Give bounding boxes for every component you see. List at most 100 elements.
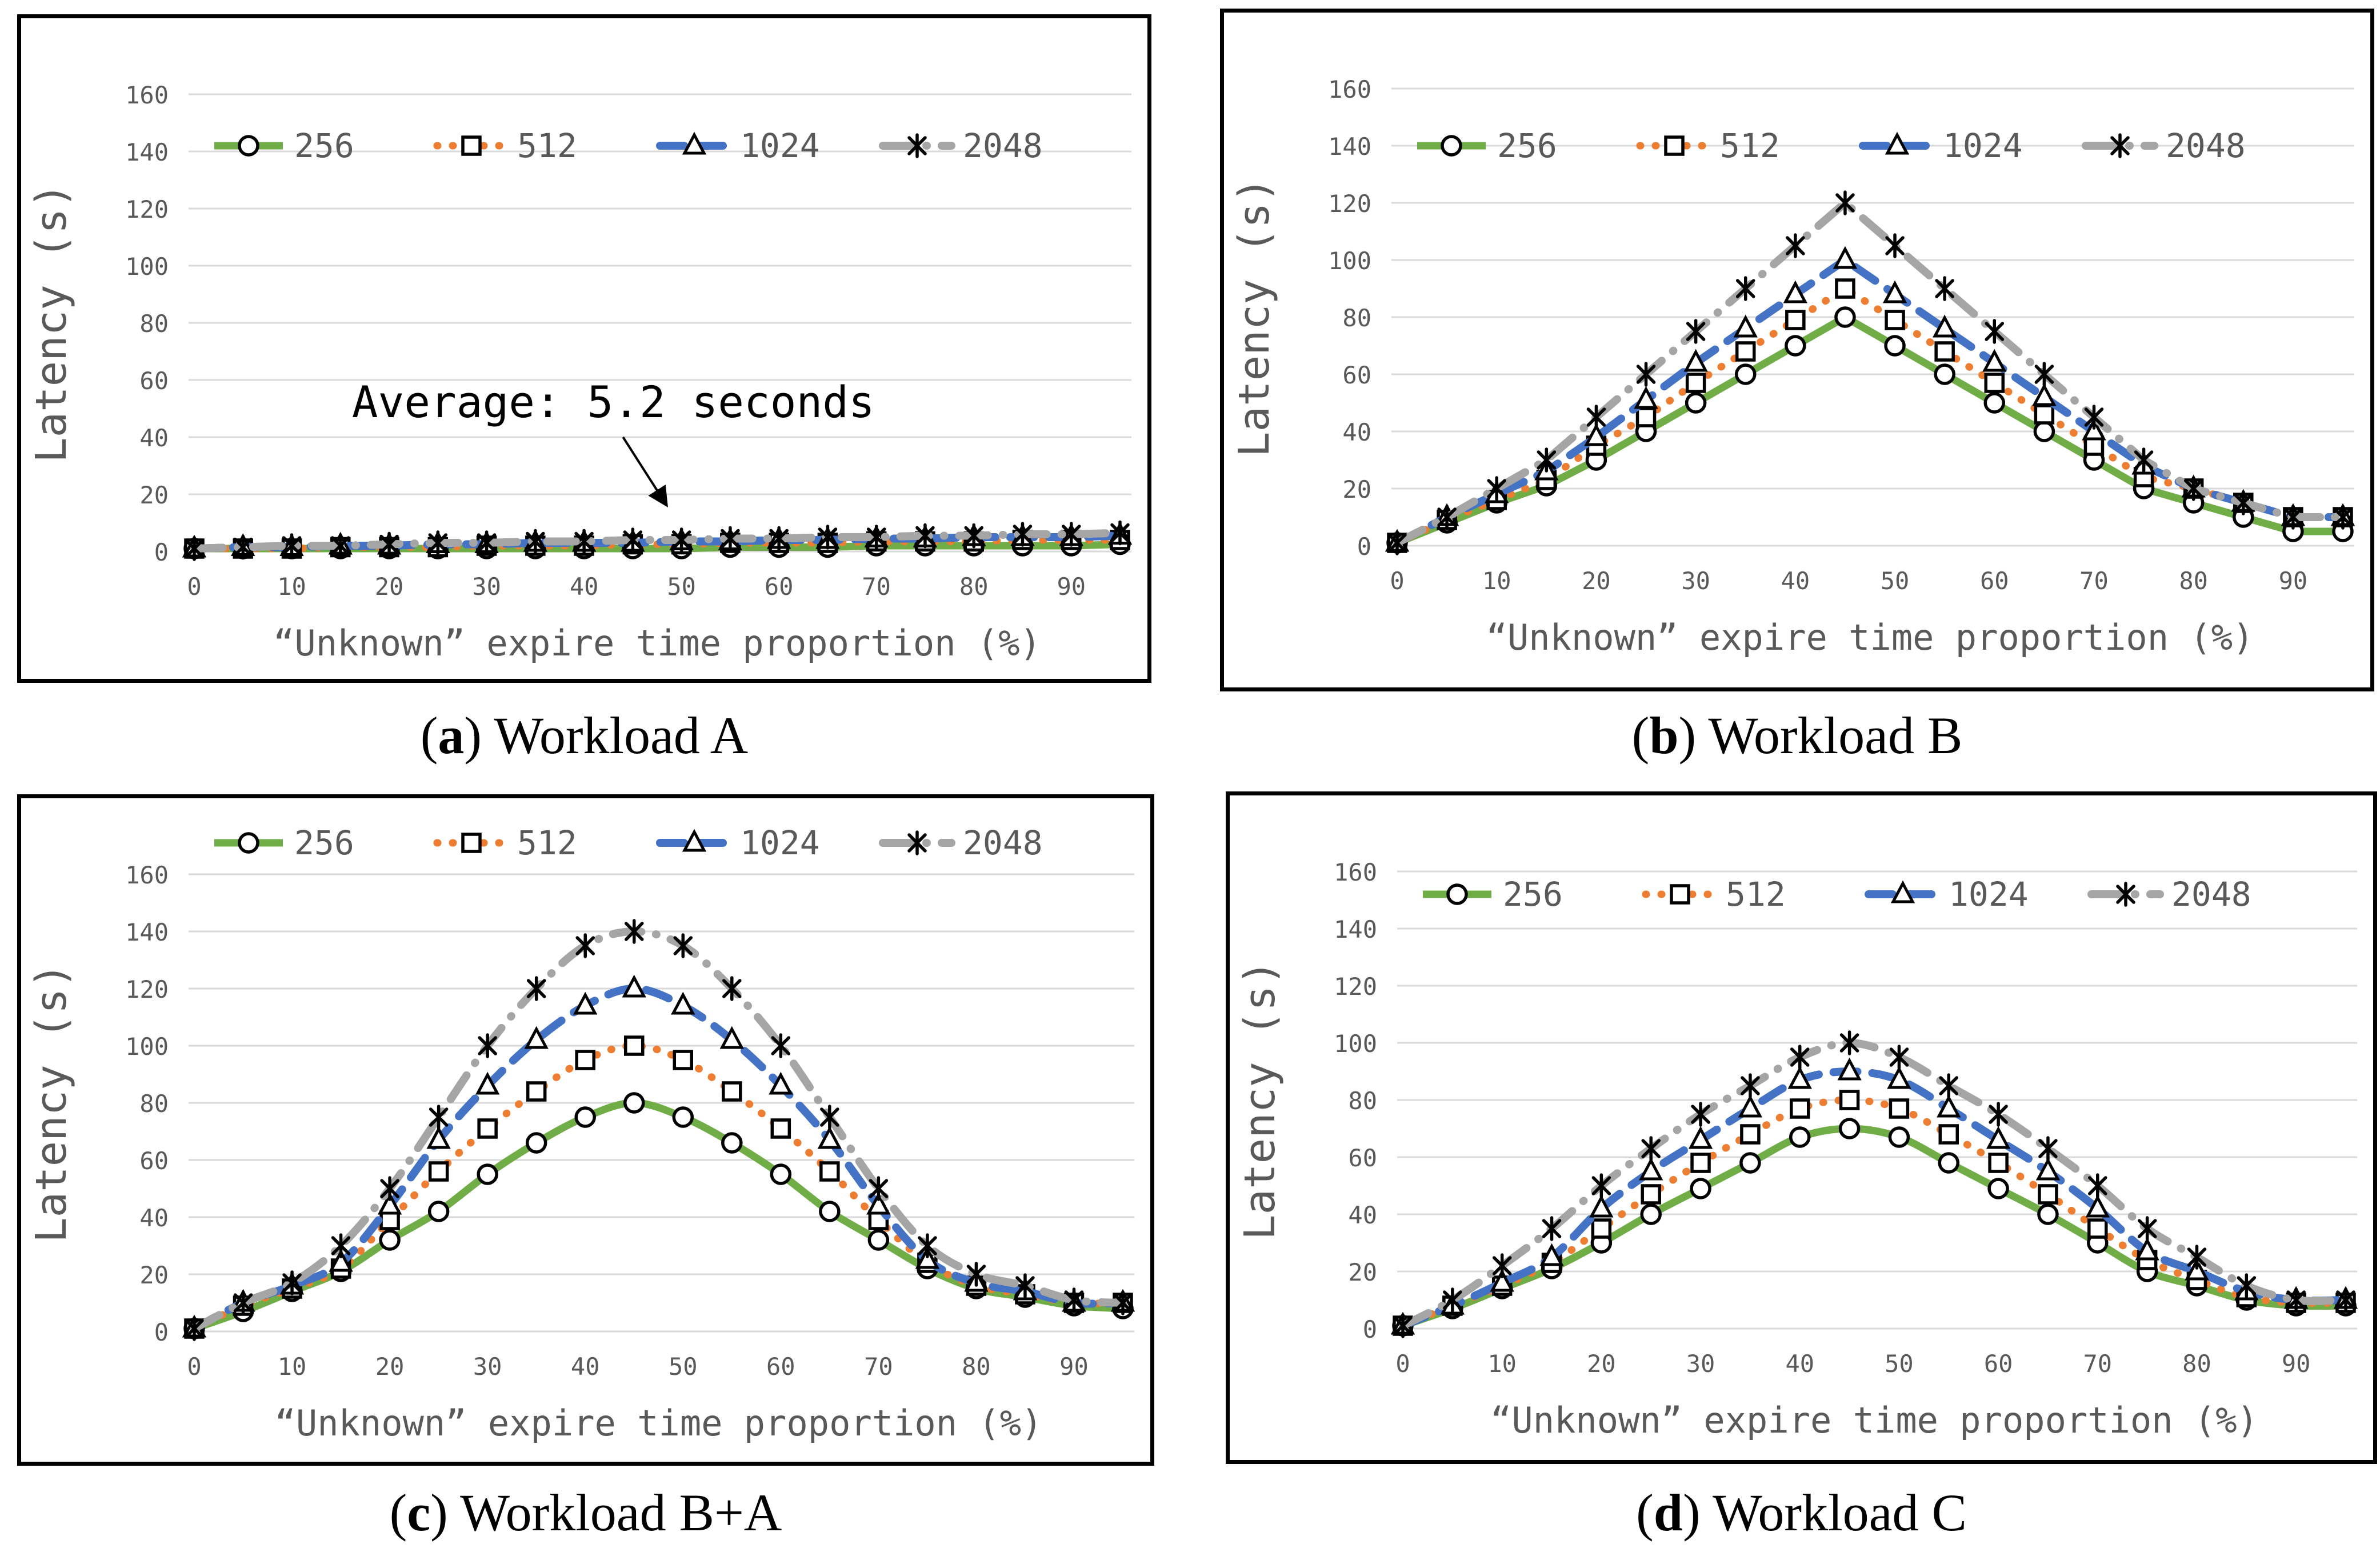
x-tick-label: 60 bbox=[1984, 1350, 2013, 1378]
y-tick-label: 140 bbox=[125, 138, 169, 166]
y-tick-label: 80 bbox=[139, 1090, 169, 1118]
series-512 bbox=[184, 1035, 1133, 1339]
caption-open: ( bbox=[1631, 706, 1650, 765]
x-axis-tick-labels: 0 10 20 30 40 50 60 70 80 90 bbox=[1390, 567, 2307, 595]
x-tick-label: 40 bbox=[1785, 1350, 1814, 1378]
x-tick-label: 80 bbox=[2179, 567, 2208, 595]
x-tick-label: 70 bbox=[2083, 1350, 2113, 1378]
y-tick-label: 20 bbox=[1348, 1258, 1377, 1286]
caption-workload-a: (a) Workload A bbox=[17, 704, 1151, 767]
y-tick-label: 120 bbox=[1334, 973, 1377, 1001]
y-tick-label: 80 bbox=[139, 310, 169, 338]
legend-label: 2048 bbox=[963, 126, 1043, 165]
x-axis-tick-labels: 0 10 20 30 40 50 60 70 80 90 bbox=[1395, 1350, 2310, 1378]
caption-letter: d bbox=[1653, 1483, 1683, 1542]
x-tick-label: 30 bbox=[473, 1353, 502, 1381]
y-tick-label: 160 bbox=[125, 81, 169, 109]
y-axis-title: Latency (s) bbox=[27, 183, 76, 463]
caption-workload-c: (d) Workload C bbox=[1226, 1481, 2377, 1544]
y-tick-label: 140 bbox=[125, 918, 169, 946]
x-tick-label: 40 bbox=[571, 1353, 600, 1381]
caption-close: ) bbox=[1678, 706, 1697, 765]
series-512 bbox=[1387, 278, 2353, 553]
x-tick-label: 90 bbox=[1057, 573, 1086, 601]
x-tick-label: 50 bbox=[1881, 567, 1910, 595]
y-tick-label: 120 bbox=[1328, 190, 1371, 218]
x-tick-label: 90 bbox=[1059, 1353, 1089, 1381]
caption-letter: c bbox=[407, 1483, 431, 1542]
x-tick-label: 60 bbox=[766, 1353, 795, 1381]
caption-text: Workload B bbox=[1696, 706, 1963, 765]
legend-label: 1024 bbox=[1949, 875, 2029, 914]
legend-label: 1024 bbox=[1943, 126, 2023, 165]
annotation-arrow bbox=[622, 436, 668, 508]
y-tick-label: 160 bbox=[125, 861, 169, 889]
y-tick-label: 100 bbox=[1328, 247, 1371, 275]
y-axis-tick-labels: 0 20 40 60 80 100 120 140 160 bbox=[125, 861, 169, 1346]
gridlines bbox=[189, 93, 1131, 553]
legend: 256 512 1024 2048 bbox=[1423, 875, 2251, 914]
series-2048 bbox=[185, 919, 1133, 1341]
y-axis-title: Latency (s) bbox=[1230, 177, 1279, 457]
legend-item-256: 256 bbox=[1417, 126, 1557, 165]
y-tick-label: 80 bbox=[1342, 304, 1371, 332]
legend-label: 256 bbox=[1497, 126, 1557, 165]
legend-label: 512 bbox=[517, 823, 577, 862]
y-axis-tick-labels: 0 20 40 60 80 100 120 140 160 bbox=[125, 81, 169, 566]
x-tick-label: 60 bbox=[765, 573, 794, 601]
legend-item-2048: 2048 bbox=[2087, 875, 2251, 914]
legend-item-1024: 1024 bbox=[656, 126, 820, 165]
y-tick-label: 160 bbox=[1334, 858, 1377, 886]
x-tick-label: 70 bbox=[2079, 567, 2109, 595]
caption-text: Workload A bbox=[482, 706, 749, 765]
y-tick-label: 20 bbox=[1342, 475, 1371, 503]
legend-item-1024: 1024 bbox=[656, 823, 820, 862]
legend-item-256: 256 bbox=[1423, 875, 1563, 914]
legend-item-256: 256 bbox=[214, 823, 354, 862]
series-2048 bbox=[185, 520, 1130, 561]
x-tick-label: 0 bbox=[1390, 567, 1404, 595]
x-tick-label: 0 bbox=[187, 573, 201, 601]
y-tick-label: 100 bbox=[1334, 1030, 1377, 1058]
x-axis-title: “Unknown” expire time proportion (%) bbox=[1486, 617, 2254, 658]
x-tick-label: 10 bbox=[1482, 567, 1511, 595]
legend-label: 512 bbox=[1720, 126, 1780, 165]
legend-label: 2048 bbox=[2171, 875, 2251, 914]
y-tick-label: 60 bbox=[1342, 361, 1371, 389]
caption-workload-b: (b) Workload B bbox=[1220, 704, 2374, 767]
series-2048 bbox=[1387, 190, 2353, 555]
legend-label: 256 bbox=[294, 823, 354, 862]
y-tick-label: 40 bbox=[139, 424, 169, 452]
legend-label: 1024 bbox=[740, 823, 820, 862]
caption-letter: a bbox=[438, 706, 465, 765]
y-tick-label: 0 bbox=[154, 1318, 169, 1346]
series-2048 bbox=[1393, 1030, 2355, 1338]
x-tick-label: 80 bbox=[2182, 1350, 2211, 1378]
chart-panel-d: 0 20 40 60 80 100 120 140 160 0 10 20 30 40 50 60 70 80 90… bbox=[1226, 791, 2377, 1464]
x-tick-label: 10 bbox=[1487, 1350, 1517, 1378]
x-tick-label: 20 bbox=[1587, 1350, 1616, 1378]
x-tick-label: 50 bbox=[667, 573, 696, 601]
y-tick-label: 140 bbox=[1334, 915, 1377, 943]
series-256 bbox=[1386, 306, 2354, 554]
legend-label: 512 bbox=[1726, 875, 1786, 914]
caption-close: ) bbox=[430, 1483, 448, 1542]
y-tick-label: 100 bbox=[125, 253, 169, 281]
caption-open: ( bbox=[1636, 1483, 1654, 1542]
x-tick-label: 20 bbox=[375, 1353, 405, 1381]
caption-open: ( bbox=[389, 1483, 407, 1542]
x-tick-label: 20 bbox=[375, 573, 404, 601]
x-tick-label: 90 bbox=[2282, 1350, 2311, 1378]
caption-letter: b bbox=[1649, 706, 1679, 765]
x-tick-label: 50 bbox=[1885, 1350, 1914, 1378]
y-tick-label: 100 bbox=[125, 1033, 169, 1061]
workload-c-chart: 0 20 40 60 80 100 120 140 160 0 10 20 30 40 50 60 70 80 90… bbox=[1226, 791, 2377, 1464]
y-tick-label: 20 bbox=[139, 1261, 169, 1289]
legend-label: 1024 bbox=[740, 126, 820, 165]
panel-border bbox=[1220, 9, 2374, 691]
legend-item-256: 256 bbox=[214, 126, 354, 165]
caption-workload-b-plus-a: (c) Workload B+A bbox=[17, 1481, 1154, 1544]
series-256 bbox=[1392, 1118, 2357, 1337]
x-axis-tick-labels: 0 10 20 30 40 50 60 70 80 90 bbox=[187, 1353, 1088, 1381]
x-tick-label: 40 bbox=[1781, 567, 1810, 595]
